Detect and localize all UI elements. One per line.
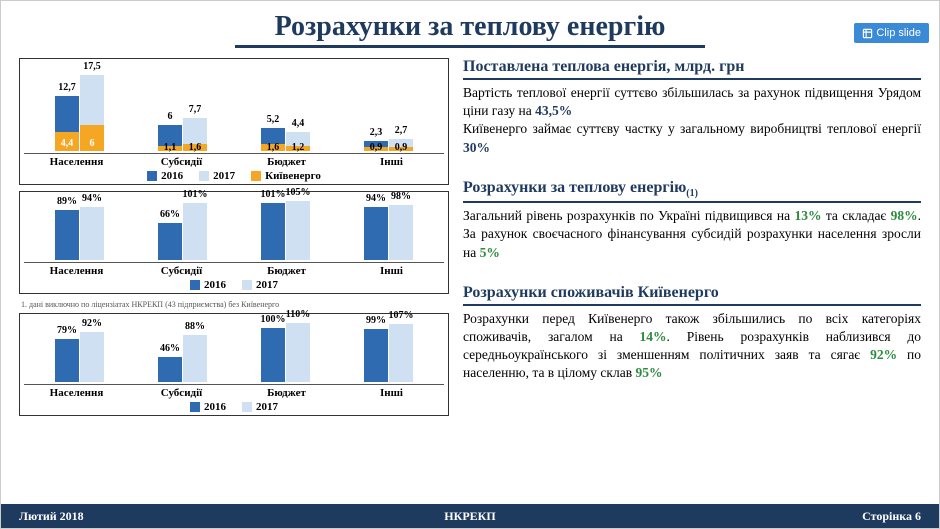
legend-item: Київенерго <box>251 170 321 182</box>
category-label: Інші <box>339 387 444 399</box>
footer-date: Лютий 2018 <box>1 509 84 524</box>
bar-2017: 88% <box>183 335 207 382</box>
section-supplied: Поставлена теплова енергія, млрд. грн Ва… <box>463 58 921 157</box>
bar-2017: 17,56 <box>80 75 104 151</box>
chart-payments-kyivenergo: 79%92% 46%88% 100%110% 99%107% НаселенняСуб… <box>19 313 449 416</box>
category-label: Бюджет <box>234 387 339 399</box>
chart1-legend: 2016 2017 Київенерго <box>24 168 444 182</box>
chart3-legend: 2016 2017 <box>24 399 444 413</box>
bar-2016: 2,30,9 <box>364 141 388 151</box>
category-label: Населення <box>24 156 129 168</box>
bar-2016: 101% <box>261 203 285 260</box>
bar-group: 61,17,71,6 <box>158 118 207 151</box>
chart1-categories: НаселенняСубсидіїБюджетІнші <box>24 153 444 168</box>
bar-group: 94%98% <box>364 205 413 260</box>
section2-title: Розрахунки за теплову енергію(1) <box>463 179 921 203</box>
category-label: Населення <box>24 265 129 277</box>
legend-item: 2016 <box>147 170 183 182</box>
bar-group: 101%105% <box>261 201 310 260</box>
bar-2016: 61,1 <box>158 125 182 151</box>
chart1-bars: 12,74,417,56 61,17,71,6 5,21,64,41,2 2,30,9… <box>24 65 444 151</box>
bar-2016: 79% <box>55 339 79 382</box>
footer-org: НКРЕКП <box>444 509 495 524</box>
chart2-bars: 89%94%66%101%101%105%94%98% <box>24 198 444 260</box>
category-label: Бюджет <box>234 156 339 168</box>
bar-2016: 66% <box>158 223 182 260</box>
category-label: Субсидії <box>129 156 234 168</box>
legend-item: 2017 <box>242 279 278 291</box>
bar-2017: 2,70,9 <box>389 139 413 151</box>
chart3-categories: НаселенняСубсидіїБюджетІнші <box>24 384 444 399</box>
bar-2017: 101% <box>183 203 207 260</box>
bar-2017: 107% <box>389 324 413 382</box>
bar-group: 100%110% <box>261 323 310 382</box>
bar-2016: 89% <box>55 210 79 260</box>
category-label: Інші <box>339 156 444 168</box>
bar-2017: 98% <box>389 205 413 260</box>
clip-slide-button[interactable]: Clip slide <box>854 23 929 43</box>
legend-item: 2017 <box>199 170 235 182</box>
bar-2016: 100% <box>261 328 285 382</box>
bar-2017: 105% <box>286 201 310 260</box>
section3-title: Розрахунки споживачів Київенерго <box>463 284 921 306</box>
chart-supplied-energy: 12,74,417,56 61,17,71,6 5,21,64,41,2 2,30,9… <box>19 58 449 185</box>
bar-2016: 94% <box>364 207 388 260</box>
bar-group: 79%92% <box>55 332 104 382</box>
bar-2016: 46% <box>158 357 182 382</box>
chart3-bars: 79%92% 46%88% 100%110% 99%107% <box>24 320 444 382</box>
footer-bar: Лютий 2018 НКРЕКП Сторінка 6 <box>1 504 939 528</box>
slide: Розрахунки за теплову енергію Clip slide… <box>0 0 940 529</box>
bar-2016: 12,74,4 <box>55 96 79 151</box>
content-area: 12,74,417,56 61,17,71,6 5,21,64,41,2 2,30,9… <box>1 52 939 422</box>
chart2-legend: 2016 2017 <box>24 277 444 291</box>
legend-item: 2017 <box>242 401 278 413</box>
title-bar: Розрахунки за теплову енергію <box>1 1 939 52</box>
right-column: Поставлена теплова енергія, млрд. грн Ва… <box>463 58 921 422</box>
bar-2017: 110% <box>286 323 310 382</box>
bar-group: 2,30,92,70,9 <box>364 139 413 151</box>
bar-group: 89%94% <box>55 207 104 260</box>
bar-2016: 5,21,6 <box>261 128 285 151</box>
bar-group: 99%107% <box>364 324 413 382</box>
bar-2017: 7,71,6 <box>183 118 207 151</box>
footer-page: Сторінка 6 <box>862 509 939 524</box>
section-kyivenergo: Розрахунки споживачів Київенерго Розраху… <box>463 284 921 383</box>
category-label: Субсидії <box>129 387 234 399</box>
bar-group: 5,21,64,41,2 <box>261 128 310 151</box>
section1-body: Вартість теплової енергії суттєво збільш… <box>463 84 921 157</box>
section1-title: Поставлена теплова енергія, млрд. грн <box>463 58 921 80</box>
category-label: Бюджет <box>234 265 339 277</box>
bar-2017: 92% <box>80 332 104 382</box>
left-column: 12,74,417,56 61,17,71,6 5,21,64,41,2 2,30,9… <box>19 58 449 422</box>
clip-label: Clip slide <box>876 27 921 39</box>
section3-body: Розрахунки перед Київенерго також збільш… <box>463 310 921 383</box>
bar-2016: 99% <box>364 329 388 382</box>
bar-2017: 94% <box>80 207 104 260</box>
chart2-categories: НаселенняСубсидіїБюджетІнші <box>24 262 444 277</box>
legend-item: 2016 <box>190 279 226 291</box>
section-payments: Розрахунки за теплову енергію(1) Загальн… <box>463 179 921 262</box>
bar-group: 66%101% <box>158 203 207 260</box>
chart-payments-ukraine: 89%94%66%101%101%105%94%98% НаселенняСуб… <box>19 191 449 294</box>
legend-item: 2016 <box>190 401 226 413</box>
category-label: Населення <box>24 387 129 399</box>
footnote: 1. дані виключно по ліцензіатах НКРЕКП (… <box>21 300 449 309</box>
clip-icon <box>862 28 873 39</box>
bar-group: 12,74,417,56 <box>55 75 104 151</box>
bar-2017: 4,41,2 <box>286 132 310 151</box>
bar-group: 46%88% <box>158 335 207 382</box>
category-label: Інші <box>339 265 444 277</box>
section2-body: Загальний рівень розрахунків по Україні … <box>463 207 921 262</box>
category-label: Субсидії <box>129 265 234 277</box>
page-title: Розрахунки за теплову енергію <box>235 11 706 48</box>
